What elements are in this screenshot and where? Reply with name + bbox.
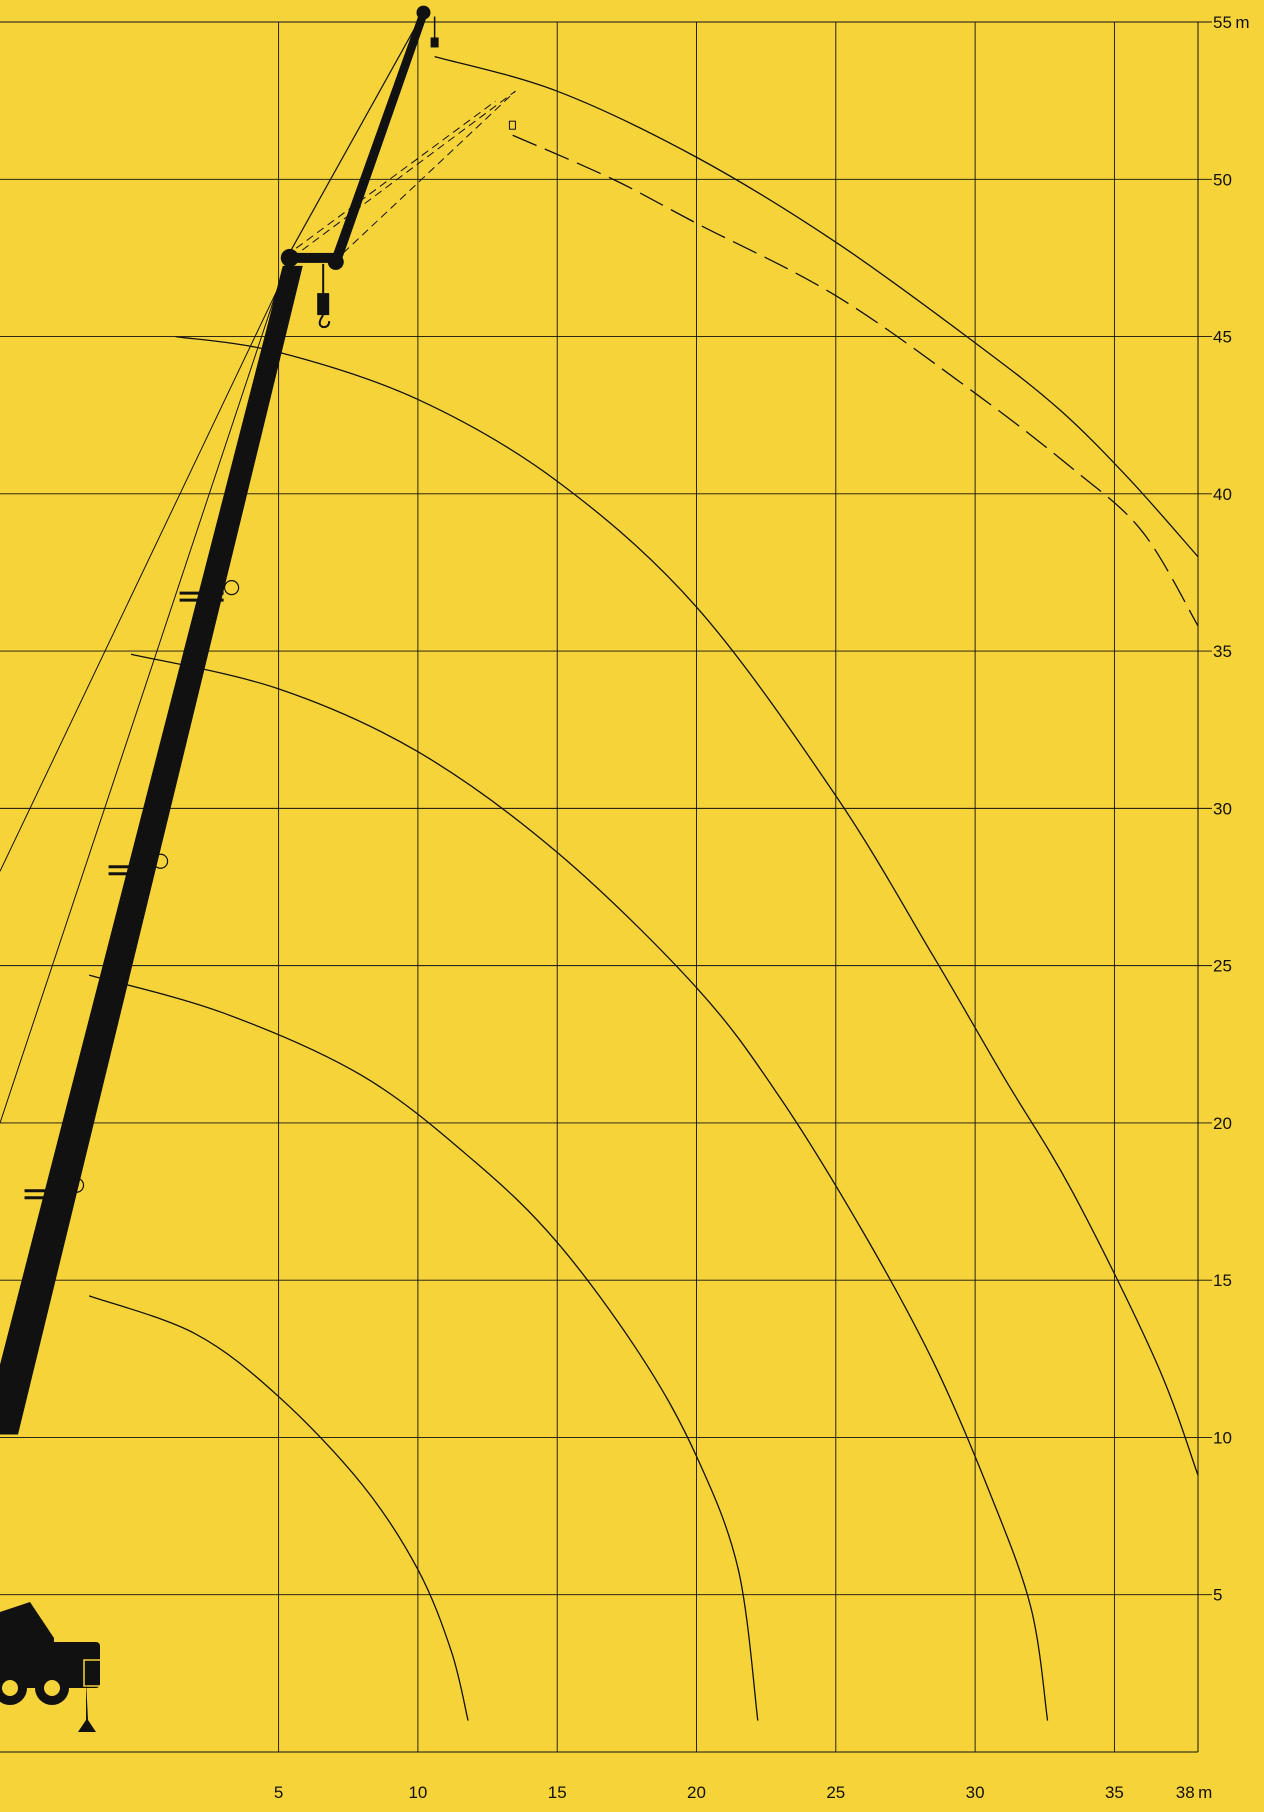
section-marker-circle — [68, 1177, 85, 1193]
jib-alternate-dashed — [285, 100, 496, 257]
y-axis-tick-labels: 5 10 15 20 25 30 35 40 45 50 55 m — [1213, 13, 1249, 1605]
y-tick-label: 20 — [1213, 1114, 1232, 1133]
boom-section-band — [108, 865, 153, 869]
carrier-body — [0, 1642, 100, 1688]
boom-section-band — [179, 598, 224, 602]
x-tick-label: 25 — [826, 1783, 845, 1802]
jib-guy-rope — [286, 12, 425, 259]
boom-section-band — [24, 1196, 69, 1200]
x-tick-label: 35 — [1105, 1783, 1124, 1802]
x-tick-label: 38 m — [1176, 1783, 1212, 1802]
boom-guy-rope — [0, 263, 287, 1124]
x-axis-tick-labels: 5 10 15 20 25 30 35 38 m — [274, 1783, 1212, 1802]
boom-section-band — [179, 591, 224, 595]
y-tick-label: 5 — [1213, 1586, 1222, 1605]
wheel-hub — [44, 1680, 60, 1696]
jib-alternate-dashed — [333, 90, 516, 263]
boom-guy-rope — [0, 267, 289, 872]
y-tick-label: 35 — [1213, 642, 1232, 661]
lifting-curve-3 — [130, 653, 1049, 1721]
main-boom — [0, 265, 303, 1435]
hook — [318, 314, 331, 329]
lifting-curve-2 — [88, 974, 759, 1721]
x-tick-label: 15 — [548, 1783, 567, 1802]
boom-section-band — [24, 1189, 69, 1193]
luffing-jib-dashed-curve — [512, 134, 1199, 627]
y-tick-label: 15 — [1213, 1271, 1232, 1290]
lifting-curve-4 — [175, 335, 1199, 1476]
y-tick-label: 10 — [1213, 1428, 1232, 1447]
lifting-curve-1 — [88, 1295, 469, 1721]
jib-tip-sheave — [416, 5, 431, 20]
hook-block — [317, 293, 330, 316]
jib-dashed-hook — [508, 120, 516, 130]
y-tick-label: 50 — [1213, 170, 1232, 189]
lifting-height-curves — [88, 55, 1199, 1721]
x-tick-label: 5 — [274, 1783, 283, 1802]
carrier-grille — [83, 1659, 103, 1687]
grid — [0, 21, 1212, 1753]
y-tick-label: 40 — [1213, 485, 1232, 504]
y-tick-label: 55 m — [1213, 13, 1249, 32]
x-tick-label: 20 — [687, 1783, 706, 1802]
x-tick-label: 30 — [966, 1783, 985, 1802]
section-marker-circle — [223, 580, 240, 596]
boom-head-sheave — [280, 248, 299, 267]
y-tick-label: 25 — [1213, 957, 1232, 976]
crane-silhouette — [0, 5, 516, 1732]
boom-head-frame — [289, 252, 336, 263]
wheel-hub — [2, 1680, 18, 1696]
section-marker-circle — [152, 853, 169, 869]
jib-hook-block — [430, 37, 439, 48]
y-tick-label: 30 — [1213, 799, 1232, 818]
x-tick-label: 10 — [408, 1783, 427, 1802]
outrigger — [78, 1680, 96, 1732]
crane-cab — [0, 1602, 54, 1650]
boom-section-band — [108, 872, 153, 876]
y-tick-label: 45 — [1213, 328, 1232, 347]
lifting-curve-5 — [434, 55, 1199, 558]
jib-alternate-dashed — [291, 90, 516, 259]
luffing-jib — [331, 12, 428, 260]
